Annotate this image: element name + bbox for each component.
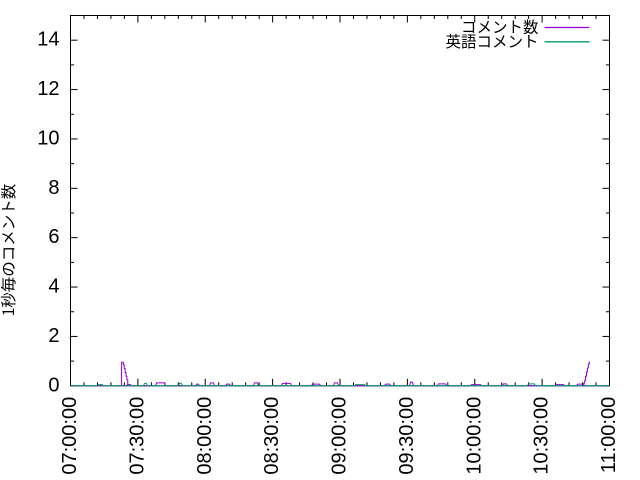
svg-text:10:30:00: 10:30:00 xyxy=(531,397,553,475)
svg-text:07:00:00: 07:00:00 xyxy=(59,397,81,475)
svg-text:10: 10 xyxy=(37,127,59,149)
svg-text:8: 8 xyxy=(48,177,59,199)
svg-text:0: 0 xyxy=(48,374,59,396)
svg-text:07:30:00: 07:30:00 xyxy=(126,397,148,475)
svg-text:2: 2 xyxy=(48,325,59,347)
svg-text:11:00:00: 11:00:00 xyxy=(598,397,620,473)
svg-text:12: 12 xyxy=(37,78,59,100)
svg-text:09:30:00: 09:30:00 xyxy=(396,397,418,475)
svg-text:09:00:00: 09:00:00 xyxy=(329,397,351,475)
svg-text:6: 6 xyxy=(48,226,59,248)
svg-text:4: 4 xyxy=(48,276,59,298)
svg-text:08:30:00: 08:30:00 xyxy=(261,397,283,475)
svg-text:10:00:00: 10:00:00 xyxy=(463,397,485,475)
svg-text:08:00:00: 08:00:00 xyxy=(194,397,216,475)
svg-text:1秒毎のコメント数: 1秒毎のコメント数 xyxy=(0,183,19,316)
svg-text:英語コメント: 英語コメント xyxy=(445,30,538,52)
svg-text:14: 14 xyxy=(37,29,59,51)
